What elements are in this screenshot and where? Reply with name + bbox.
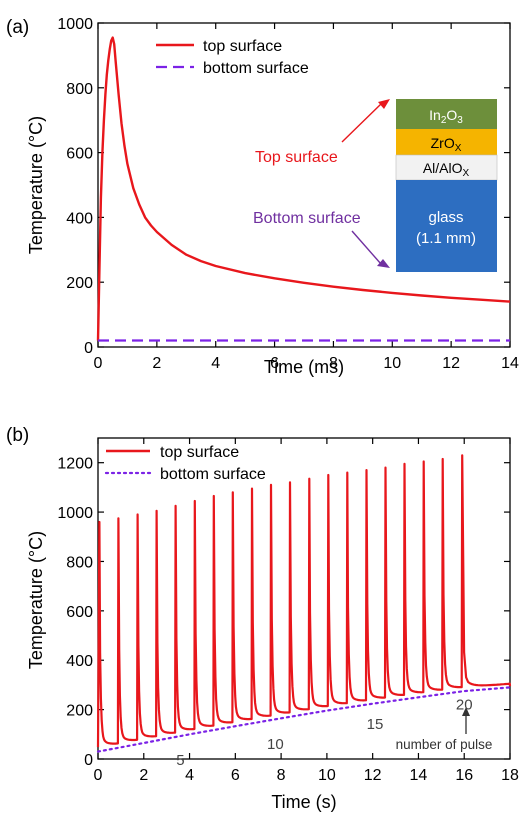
- layer-al-alox: [395, 154, 498, 181]
- pulse-number-label: 5: [176, 752, 184, 769]
- panel-b-y-ticks: 0 200 400 600 800 1000 1200: [57, 456, 510, 769]
- panel-b-x-tick-label: 0: [94, 767, 103, 784]
- panel-b-y-axis-label: Temperature (°C): [26, 531, 46, 669]
- panel-a-y-tick-label: 0: [84, 340, 93, 357]
- panel-a-label: (a): [6, 17, 29, 38]
- panel-b-x-tick-label: 12: [364, 767, 382, 784]
- layer-al-alox-label: Al/AlOX: [423, 160, 470, 179]
- panel-b-legend-top-label: top surface: [160, 444, 239, 461]
- top-surface-arrow-line: [341, 102, 383, 143]
- panel-b-y-tick-label: 600: [66, 604, 93, 621]
- panel-b-x-tick-label: 6: [231, 767, 240, 784]
- panel-b-y-tick-label: 1000: [57, 505, 93, 522]
- panel-b-y-tick-label: 0: [84, 752, 93, 769]
- bottom-surface-arrow-head: [377, 259, 390, 268]
- panel-a-legend: top surface bottom surface: [156, 38, 309, 77]
- panel-b-x-tick-label: 2: [139, 767, 148, 784]
- panel-a-x-ticks: 0 2 4 6 8 10 12 14: [94, 23, 519, 372]
- panel-a-y-tick-label: 800: [66, 81, 93, 98]
- panel-b-y-tick-label: 1200: [57, 456, 93, 473]
- pulse-20-arrow-head: [462, 707, 470, 716]
- layer-glass-thickness-label: (1.1 mm): [416, 230, 476, 247]
- layer-in2o3-label: In2O3: [429, 107, 463, 126]
- panel-b-legend: top surface bottom surface: [104, 444, 266, 483]
- panel-a-top-surface-line: [96, 36, 511, 341]
- panel-b: (b) 0 2 4 6 8 10 12 14 16 18 0 200 400 600 800 1000 120…: [6, 425, 519, 812]
- panel-a-x-tick-label: 8: [329, 355, 338, 372]
- layer-zrox-label: ZrOX: [431, 135, 462, 154]
- pulse-number-label: 15: [367, 716, 384, 733]
- panel-a-series: [96, 36, 511, 342]
- layer-glass-label: glass: [428, 209, 463, 226]
- layer-in2o3: [396, 99, 497, 129]
- panel-a-x-tick-label: 0: [94, 355, 103, 372]
- panel-a-x-axis-label: Time (ms): [264, 357, 344, 377]
- panel-b-x-tick-label: 8: [277, 767, 286, 784]
- panel-b-bottom-surface-line: [96, 686, 512, 753]
- panel-a-axes-frame: [97, 22, 511, 348]
- panel-a-x-tick-label: 2: [152, 355, 161, 372]
- top-surface-annotation: Top surface: [255, 149, 338, 166]
- panel-b-x-ticks: 0 2 4 6 8 10 12 14 16 18: [94, 438, 519, 784]
- panel-b-x-tick-label: 14: [410, 767, 428, 784]
- panel-b-x-axis-label: Time (s): [271, 792, 336, 812]
- panel-b-x-tick-label: 18: [501, 767, 519, 784]
- pulse-number-label: 10: [267, 736, 284, 753]
- layer-glass: [396, 180, 497, 272]
- panel-a-y-ticks: 0 200 400 600 800 1000: [57, 16, 510, 357]
- panel-a-y-tick-label: 600: [66, 146, 93, 163]
- panel-b-label: (b): [6, 425, 29, 446]
- top-surface-arrow-head: [378, 99, 390, 109]
- panel-a-y-axis-label: Temperature (°C): [26, 116, 46, 254]
- bottom-surface-arrow-line: [351, 230, 382, 265]
- panel-a: (a) 0 2 4 6 8 10 12 14 0 200 400 600 800 1000 Time (…: [6, 16, 519, 377]
- panel-a-x-tick-label: 12: [442, 355, 460, 372]
- panel-a-y-tick-label: 400: [66, 210, 93, 227]
- panel-b-x-tick-label: 10: [318, 767, 336, 784]
- panel-b-top-surface-line: [96, 454, 512, 748]
- panel-b-x-tick-label: 4: [185, 767, 194, 784]
- panel-b-legend-bottom-label: bottom surface: [160, 466, 266, 483]
- panel-a-y-tick-label: 1000: [57, 16, 93, 33]
- pulse-number-caption: number of pulse: [396, 737, 493, 752]
- panel-b-y-tick-label: 800: [66, 554, 93, 571]
- panel-a-legend-bottom-label: bottom surface: [203, 60, 309, 77]
- panel-b-y-tick-label: 200: [66, 703, 93, 720]
- panel-b-annotations: number of pulse 5 10 15 20: [176, 696, 492, 769]
- layer-stack-diagram: In2O3 ZrOX Al/AlOX glass (1.1 mm): [395, 99, 498, 272]
- panel-a-x-tick-label: 4: [211, 355, 220, 372]
- panel-a-annotations: Top surface Bottom surface In2O3 ZrOX Al…: [253, 99, 498, 272]
- panel-a-y-tick-label: 200: [66, 275, 93, 292]
- pulse-number-label: 20: [456, 696, 473, 713]
- panel-a-x-tick-label: 6: [270, 355, 279, 372]
- layer-zrox: [396, 129, 497, 155]
- panel-b-series: [96, 454, 512, 753]
- bottom-surface-annotation: Bottom surface: [253, 210, 361, 227]
- panel-a-x-tick-label: 14: [501, 355, 519, 372]
- panel-a-x-tick-label: 10: [383, 355, 401, 372]
- panel-b-x-tick-label: 16: [455, 767, 473, 784]
- panel-b-y-tick-label: 400: [66, 653, 93, 670]
- panel-a-legend-top-label: top surface: [203, 38, 282, 55]
